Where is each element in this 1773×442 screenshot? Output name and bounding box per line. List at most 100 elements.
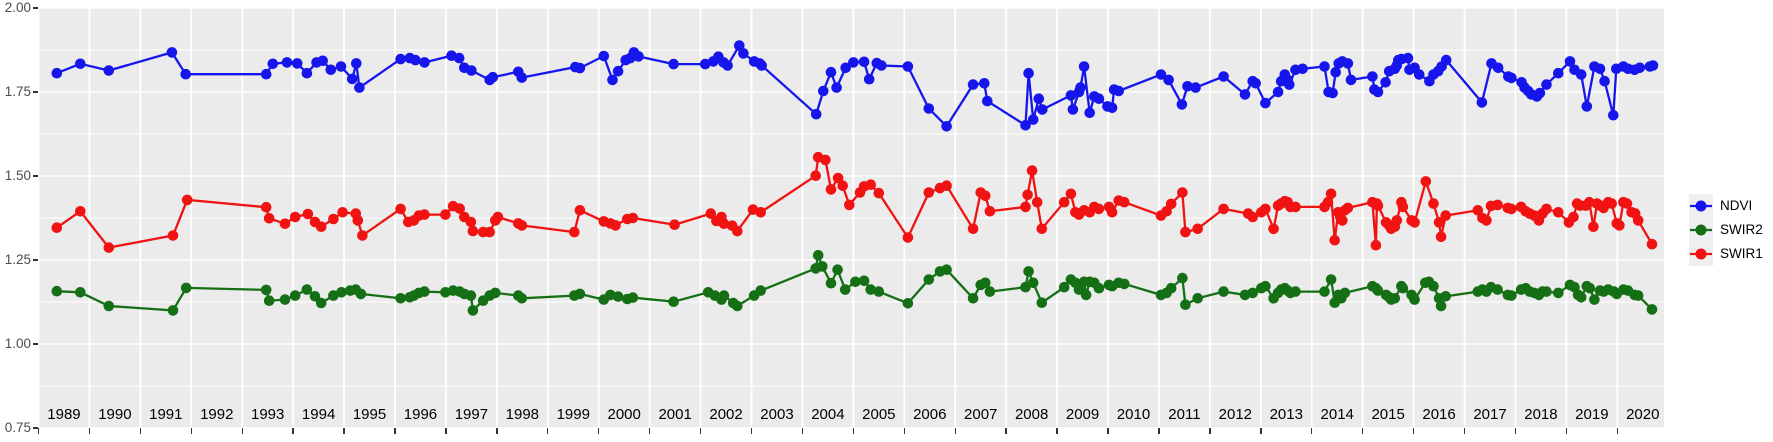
data-point-swir2 [1372,285,1384,296]
data-point-ndvi [1367,71,1378,82]
data-point-swir1 [1031,196,1043,208]
data-point-ndvi [1067,104,1079,115]
data-point-swir2 [1247,287,1258,299]
data-point-swir1 [1325,188,1337,200]
data-point-ndvi [840,62,851,74]
data-point-swir2 [167,305,179,316]
data-point-swir2 [865,284,876,295]
data-point-ndvi [607,74,618,86]
data-point-ndvi [1078,61,1090,72]
data-point-swir2 [1397,282,1409,294]
x-tick-mark [1361,428,1364,434]
data-point-ndvi [1106,102,1118,114]
data-point-swir1 [1093,203,1105,215]
data-point-swir2 [395,293,406,304]
data-point-swir2 [328,290,339,301]
data-point-swir2 [419,286,430,297]
legend-label: NDVI [1720,198,1753,213]
data-point-swir2 [1325,274,1337,285]
data-point-swir1 [705,208,717,219]
data-point-swir1 [1420,176,1432,187]
data-point-swir2 [967,293,979,304]
x-tick-label: 2016 [1422,406,1456,423]
data-point-swir2 [1218,286,1229,297]
x-tick-label: 1992 [200,406,234,423]
x-tick-mark [1463,428,1466,434]
chart-canvas [38,8,1664,428]
data-point-swir1 [1391,215,1403,226]
data-point-swir2 [490,287,501,299]
data-point-swir1 [1588,221,1599,232]
data-point-swir2 [1319,286,1330,297]
data-point-swir2 [1020,281,1031,293]
data-point-swir1 [440,209,451,220]
data-point-swir2 [1290,286,1301,297]
data-point-ndvi [1065,90,1077,101]
data-point-ndvi [1634,62,1645,74]
data-point-swir1 [1065,188,1077,200]
data-point-ndvi [734,40,745,51]
data-point-swir1 [1440,210,1451,221]
x-tick-mark [547,428,549,434]
x-tick-label: 1991 [149,406,183,423]
data-point-swir2 [825,277,837,289]
data-point-ndvi [633,51,644,62]
data-point-swir1 [923,187,935,198]
data-point-ndvi [1342,58,1354,69]
data-point-swir2 [612,291,624,302]
data-point-swir2 [355,288,367,300]
data-point-swir1 [467,225,479,237]
data-point-ndvi [281,57,293,68]
data-point-swir1 [1268,223,1279,235]
data-point-swir1 [980,190,991,202]
data-point-swir1 [1481,215,1492,226]
data-point-swir2 [941,264,952,276]
x-tick-label: 1993 [250,406,285,423]
data-point-ndvi [453,52,465,64]
x-tick-mark [1005,428,1007,434]
data-point-ndvi [1413,69,1425,80]
data-point-swir1 [1541,203,1552,215]
data-point-swir1 [1342,202,1354,214]
x-tick-mark [445,428,447,434]
x-tick-mark [139,428,142,434]
data-point-swir1 [732,225,743,237]
data-point-ndvi [1541,79,1552,90]
data-point-ndvi [317,55,329,67]
data-point-swir1 [1372,200,1384,211]
data-point-ndvi [395,53,406,65]
data-point-ndvi [831,82,842,93]
data-point-swir2 [732,300,743,312]
data-point-swir1 [1260,203,1271,215]
x-tick-label: 2018 [1524,406,1558,423]
x-tick-label: 2008 [1014,406,1049,423]
data-point-swir2 [1632,290,1644,301]
data-point-swir2 [858,275,870,287]
data-point-swir1 [328,213,339,225]
data-point-swir1 [1506,203,1517,215]
x-tick-mark [1209,428,1211,434]
data-point-ndvi [260,68,272,80]
y-tick-mark [33,259,38,261]
x-tick-mark [1158,428,1160,434]
data-point-ndvi [1327,87,1338,99]
data-point-swir2 [260,284,272,296]
data-point-ndvi [1037,104,1048,115]
data-point-ndvi [598,50,610,62]
data-point-swir1 [1020,201,1031,213]
data-point-ndvi [1250,78,1261,89]
data-point-swir1 [1472,205,1484,216]
data-point-ndvi [848,57,859,68]
data-point-ndvi [325,64,337,76]
data-point-ndvi [738,48,749,59]
data-point-ndvi [419,57,430,68]
data-point-ndvi [516,72,528,83]
legend-key-icon [1689,194,1713,218]
data-point-swir2 [718,290,730,301]
data-point-swir1 [1397,201,1409,213]
data-point-ndvi [979,78,990,89]
data-point-swir1 [1022,189,1033,201]
data-point-swir1 [263,213,275,224]
data-point-swir2 [980,277,991,289]
